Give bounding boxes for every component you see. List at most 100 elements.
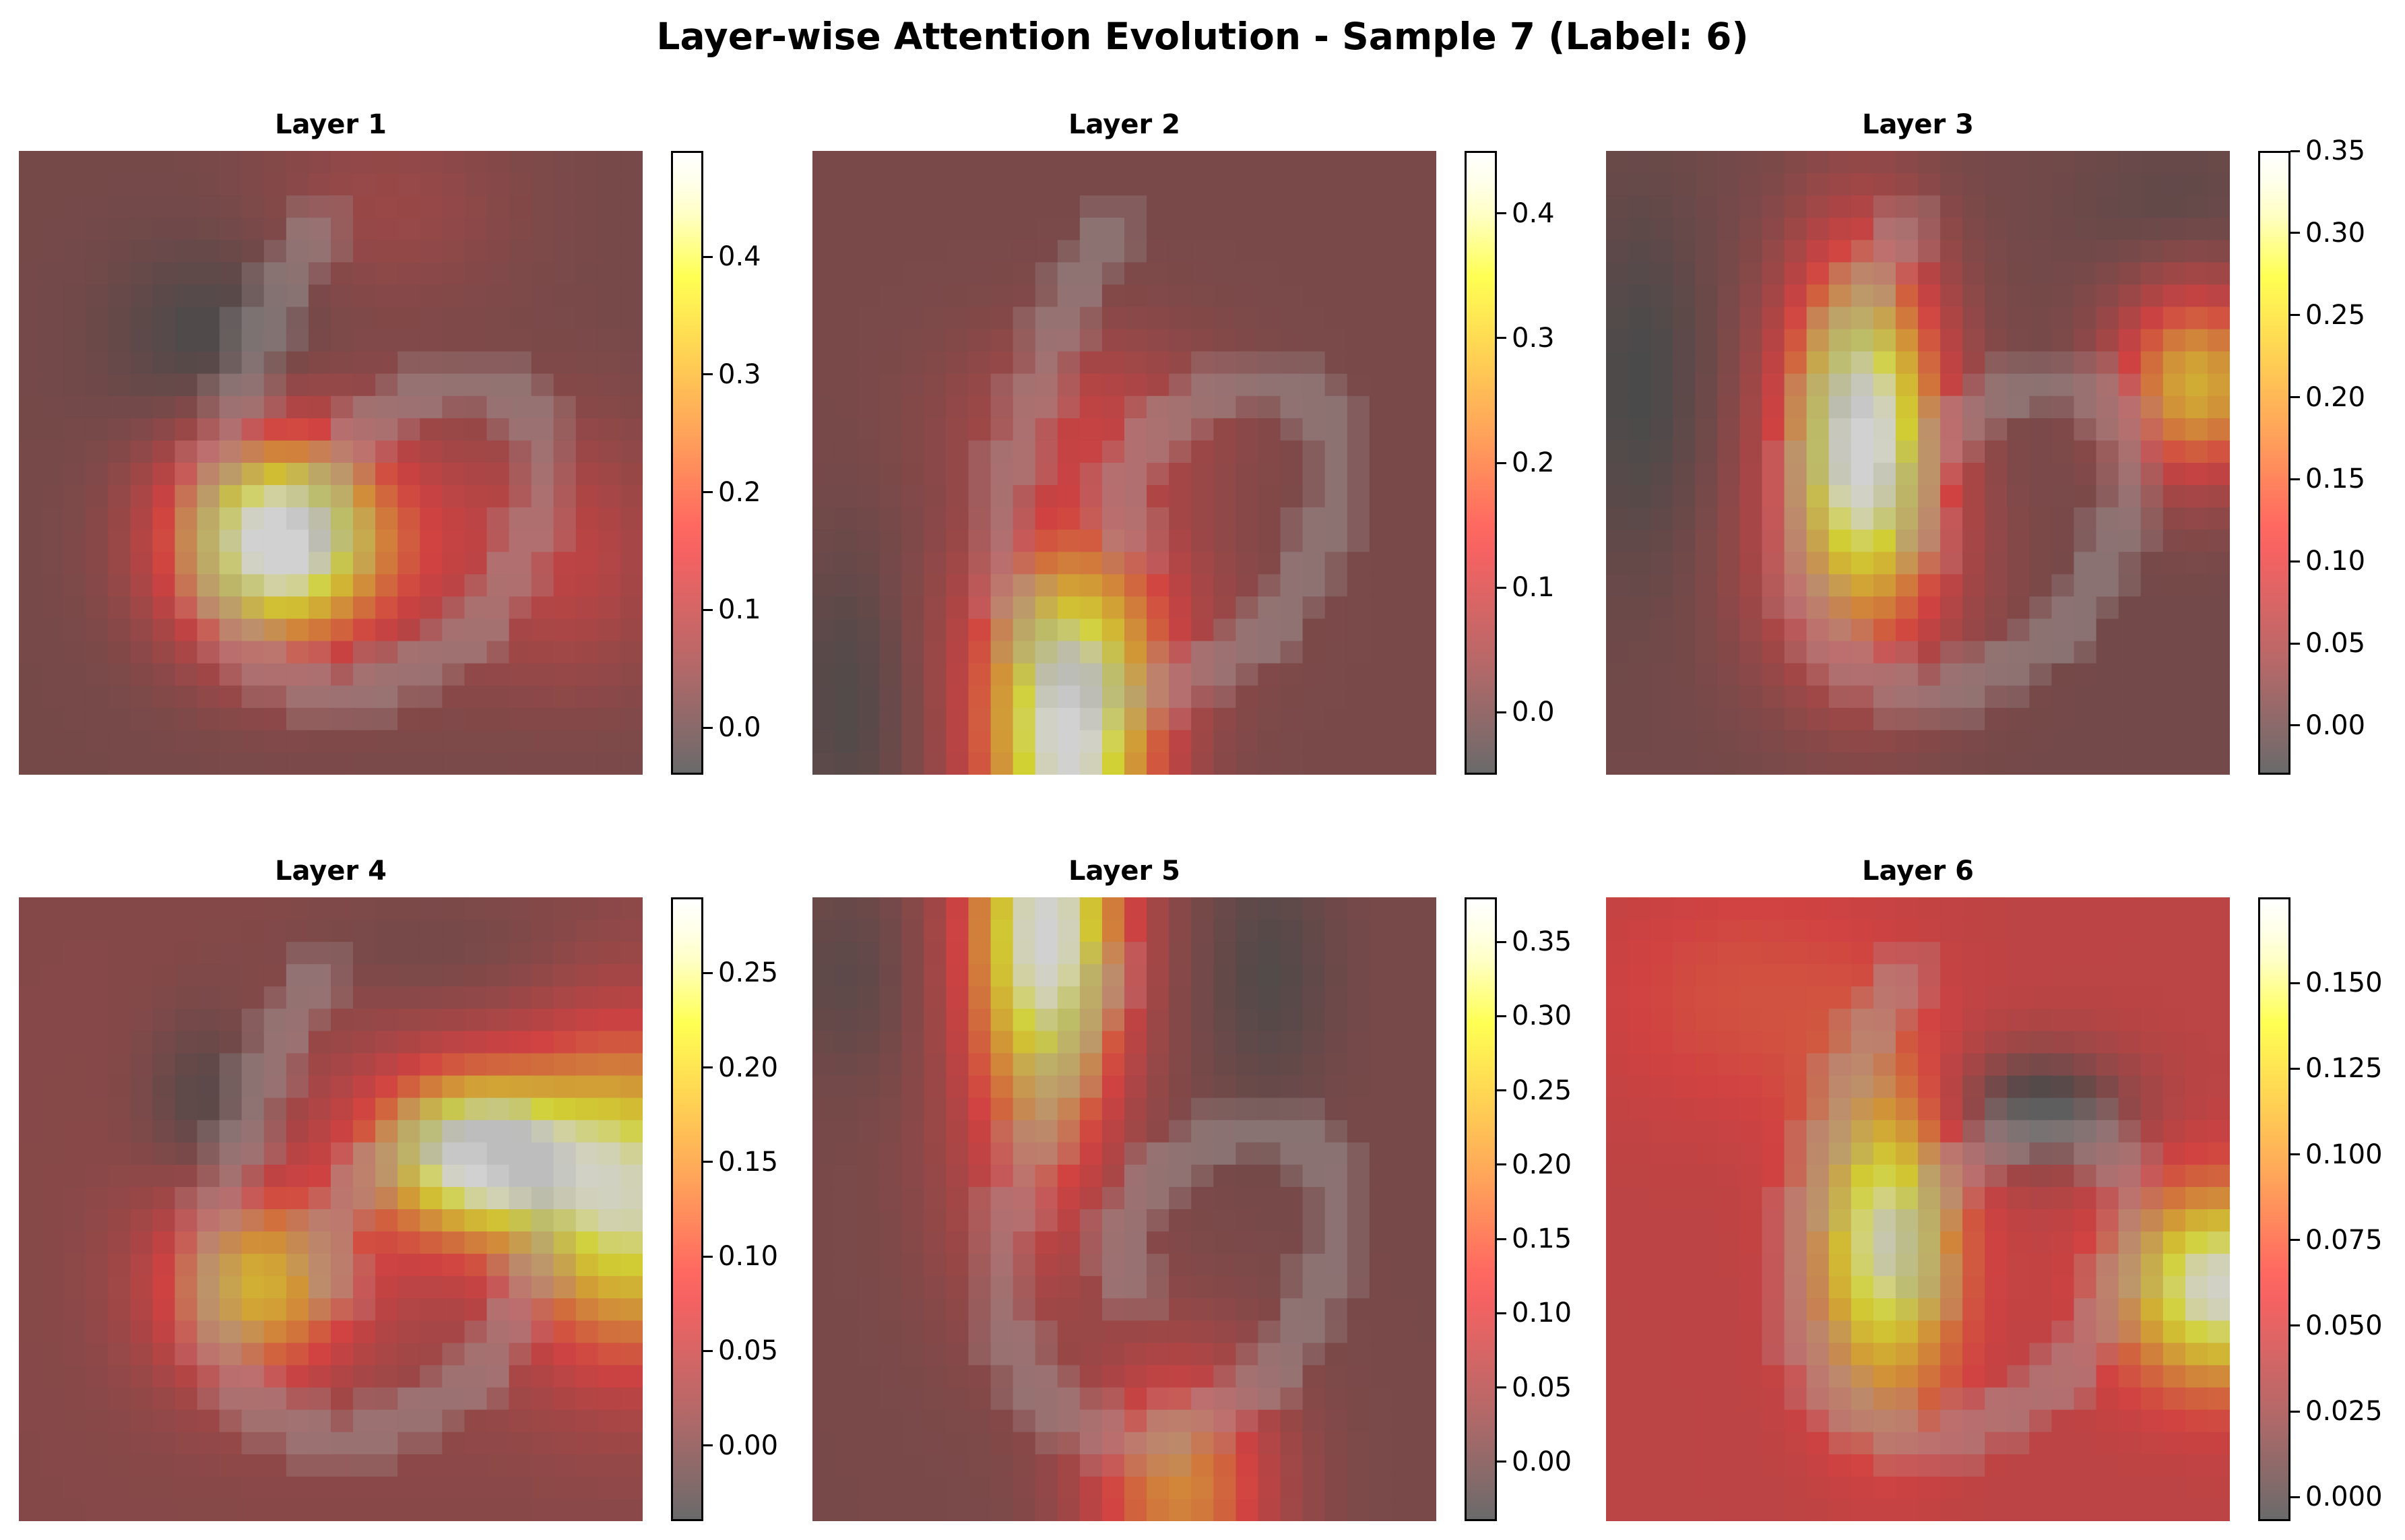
heatmap-cell: [1391, 1432, 1415, 1455]
heatmap-cell: [152, 730, 176, 753]
heatmap-cell: [19, 552, 42, 575]
heatmap-cell: [1650, 284, 1673, 308]
heatmap-cell: [531, 307, 554, 330]
heatmap-cell: [1413, 262, 1436, 286]
heatmap-cell: [130, 618, 154, 642]
heatmap-cell: [420, 942, 443, 965]
heatmap-cell: [2029, 574, 2053, 598]
heatmap-cell: [1962, 1097, 1985, 1121]
heatmap-cell: [1985, 440, 2008, 463]
heatmap-cell: [63, 897, 86, 920]
heatmap-cell: [197, 574, 220, 598]
heatmap-cell: [2185, 240, 2208, 263]
heatmap-cell: [946, 1120, 969, 1143]
heatmap-cell: [1124, 707, 1147, 731]
heatmap-cell: [331, 1075, 354, 1099]
heatmap-cell: [2185, 1008, 2208, 1032]
heatmap-cell: [420, 1231, 443, 1254]
heatmap-cell: [152, 1120, 176, 1143]
heatmap-cell: [63, 1476, 86, 1500]
heatmap-cell: [1828, 1164, 1852, 1188]
heatmap-cell: [1191, 1120, 1214, 1143]
heatmap-cell: [1828, 395, 1852, 419]
colorbar-tick: [2290, 1239, 2300, 1242]
colorbar-tick-label: 0.10: [2305, 546, 2366, 577]
heatmap-cell: [308, 1097, 331, 1121]
heatmap-cell: [990, 1498, 1014, 1521]
heatmap-cell: [2096, 284, 2119, 308]
heatmap-cell: [331, 1031, 354, 1054]
heatmap-cell: [1280, 1075, 1304, 1099]
heatmap-cell: [2207, 1476, 2230, 1500]
heatmap-cell: [152, 262, 176, 286]
heatmap-cell: [924, 1387, 947, 1411]
heatmap-cell: [1739, 284, 1763, 308]
heatmap-cell: [86, 1387, 108, 1411]
heatmap-cell: [2051, 1142, 2075, 1165]
heatmap-cell: [1258, 707, 1281, 731]
heatmap-cell: [2029, 485, 2053, 508]
heatmap-cell: [1650, 262, 1673, 286]
heatmap-cell: [108, 641, 131, 664]
heatmap-cell: [2051, 618, 2075, 642]
heatmap-cell: [1169, 240, 1192, 263]
heatmap-cell: [1124, 1365, 1147, 1388]
heatmap-cell: [219, 1298, 243, 1321]
heatmap-cell: [1962, 752, 1985, 775]
heatmap-cell: [968, 1476, 992, 1500]
heatmap-cell: [108, 463, 131, 486]
heatmap-cell: [1828, 685, 1852, 709]
heatmap-cell: [1391, 574, 1415, 598]
heatmap-cell: [1391, 1142, 1415, 1165]
heatmap-cell: [1079, 195, 1103, 218]
heatmap-cell: [1280, 373, 1304, 397]
heatmap-cell: [397, 240, 420, 263]
heatmap-cell: [375, 685, 398, 709]
heatmap-cell: [2096, 1142, 2119, 1165]
heatmap-cell: [174, 618, 198, 642]
heatmap-cell: [108, 307, 131, 330]
heatmap-cell: [1695, 329, 1718, 352]
heatmap-cell: [1347, 1254, 1370, 1277]
heatmap-cell: [879, 1387, 902, 1411]
heatmap-cell: [1057, 351, 1081, 375]
heatmap-cell: [1391, 1276, 1415, 1299]
heatmap-cell: [397, 1276, 420, 1299]
heatmap-cell: [1013, 1476, 1036, 1500]
heatmap-cell: [1280, 463, 1304, 486]
heatmap-cell: [2140, 1097, 2164, 1121]
heatmap-cell: [1784, 1053, 1807, 1077]
heatmap-cell: [331, 463, 354, 486]
heatmap-cell: [1739, 1164, 1763, 1188]
heatmap-cell: [353, 897, 376, 920]
heatmap-cell: [990, 1298, 1014, 1321]
heatmap-cell: [2207, 730, 2230, 753]
heatmap-cell: [968, 173, 992, 196]
heatmap-cell: [946, 395, 969, 419]
heatmap-cell: [2140, 574, 2164, 598]
heatmap-cell: [2007, 1120, 2030, 1143]
heatmap-cell: [308, 1164, 331, 1188]
heatmap-cell: [835, 329, 858, 352]
heatmap-cell: [2185, 262, 2208, 286]
heatmap-cell: [1236, 641, 1259, 664]
heatmap-cell: [2140, 1365, 2164, 1388]
heatmap-cell: [531, 1498, 554, 1521]
heatmap-cell: [286, 218, 309, 240]
heatmap-cell: [835, 685, 858, 709]
heatmap-cell: [620, 1142, 643, 1165]
heatmap-cell: [2051, 463, 2075, 486]
heatmap-cell: [620, 284, 643, 308]
heatmap-cell: [1918, 262, 1941, 286]
colorbar-tick-label: 0.25: [1512, 1074, 1572, 1106]
heatmap-cell: [575, 1231, 599, 1254]
heatmap-cell: [857, 1031, 880, 1054]
heatmap-cell: [1191, 262, 1214, 286]
heatmap-cell: [1013, 663, 1036, 686]
heatmap-cell: [598, 964, 621, 987]
heatmap-cell: [2185, 663, 2208, 686]
heatmap-cell: [442, 1409, 466, 1433]
heatmap-cell: [835, 1320, 858, 1344]
heatmap-cell: [86, 1186, 108, 1210]
heatmap-cell: [1057, 395, 1081, 419]
